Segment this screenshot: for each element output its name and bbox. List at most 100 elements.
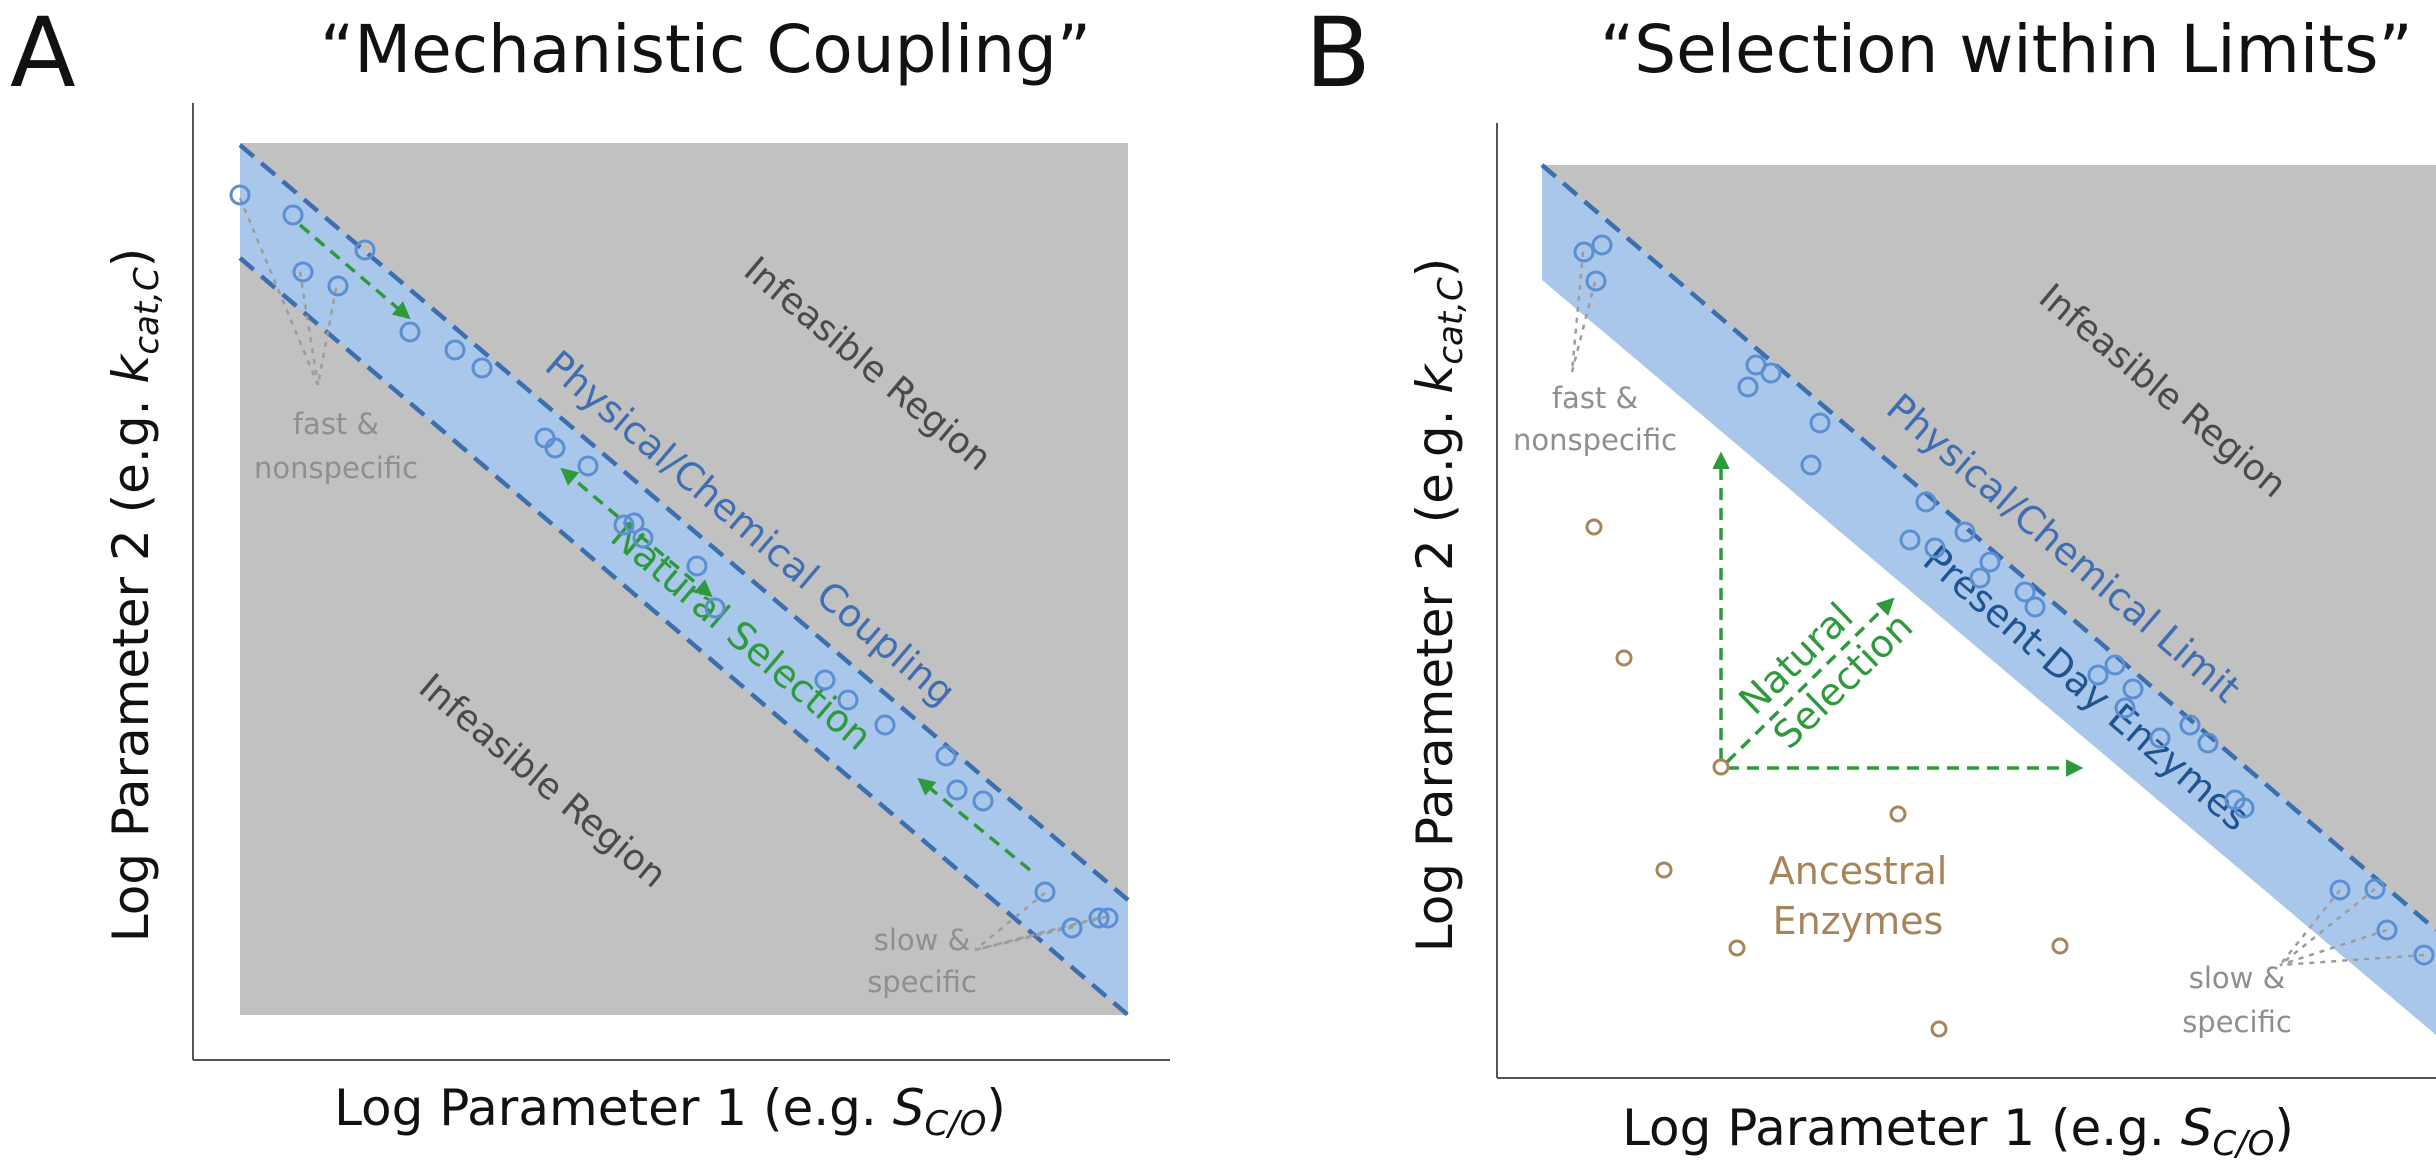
enzyme-point — [1760, 362, 1782, 384]
panel-a-fast-guide-2 — [298, 271, 320, 386]
panel-b-ancestral-label-2: Enzymes — [1773, 899, 1944, 943]
ancestral-point — [1728, 939, 1746, 957]
panel-a-y-axis-label: Log Parameter 2 (e.g. kcat,C) — [102, 248, 167, 943]
panel-b-y-close: ) — [1406, 258, 1464, 278]
panel-b-fast-guide-1 — [1570, 251, 1585, 373]
panel-b-x-close: ) — [2274, 1099, 2294, 1157]
panel-a-fast-guides — [238, 197, 338, 386]
enzyme-point — [354, 239, 376, 261]
enzyme-point — [2197, 732, 2219, 754]
panel-b-x-label-text: Log Parameter 1 (e.g. — [1622, 1099, 2181, 1157]
panel-b-y-var: k — [1406, 363, 1464, 394]
panel-a-y-close: ) — [102, 248, 160, 268]
panel-b-y-label-text: Log Parameter 2 (e.g. — [1406, 394, 1464, 953]
panel-b-title: “Selection within Limits” — [1600, 11, 2413, 88]
enzyme-point — [1924, 537, 1946, 559]
enzyme-point — [946, 779, 968, 801]
enzyme-point — [327, 275, 349, 297]
panel-b-limit-band — [1542, 165, 2436, 1035]
enzyme-point — [1585, 270, 1607, 292]
panel-a-x-var: S — [893, 1079, 925, 1137]
enzyme-point — [1088, 907, 1110, 929]
panel-a-slow-label-2: specific — [867, 965, 977, 999]
enzyme-point — [471, 357, 493, 379]
panel-a-slow-guides — [974, 892, 1107, 952]
enzyme-point — [972, 790, 994, 812]
panel-b-slow-label-1: slow & — [2189, 961, 2285, 995]
enzyme-point — [2233, 797, 2255, 819]
enzyme-point — [1573, 241, 1595, 263]
panel-b-fast-guides — [1570, 251, 1597, 373]
enzyme-point — [2413, 944, 2435, 966]
enzyme-point — [623, 512, 645, 534]
panel-b-slow-guide-4 — [2279, 953, 2425, 967]
ancestral-point — [1712, 758, 1730, 776]
panel-a-y-label-text: Log Parameter 2 (e.g. — [102, 384, 160, 943]
panel-a-title: “Mechanistic Coupling” — [320, 11, 1091, 88]
panel-b-limit-edge — [1540, 163, 2436, 932]
panel-b-y-sub: cat,C — [1431, 277, 1471, 365]
panel-b-fast-guide-2 — [1570, 281, 1597, 373]
enzyme-point — [544, 437, 566, 459]
panel-a-fast-label-1: fast & — [293, 407, 379, 441]
panel-a-x-sub: C/O — [924, 1104, 986, 1144]
enzyme-point — [1061, 917, 1083, 939]
panel-b-present-points — [1573, 234, 2435, 966]
enzyme-point — [2329, 879, 2351, 901]
enzyme-point — [837, 689, 859, 711]
enzyme-point — [2364, 878, 2386, 900]
panel-a-fast-guide-1 — [238, 197, 320, 386]
enzyme-point — [704, 597, 726, 619]
panel-b-fast-label-2: nonspecific — [1513, 423, 1677, 457]
enzyme-point — [2104, 654, 2126, 676]
panel-b: B “Selection within Limits” Log Paramete… — [1305, 0, 2436, 1163]
enzyme-point — [1979, 551, 2001, 573]
panel-b-slow-label-2: specific — [2182, 1005, 2292, 1039]
panel-a-enzyme-points — [229, 184, 1119, 939]
enzyme-point — [1809, 412, 1831, 434]
panel-a-x-axis-label: Log Parameter 1 (e.g. SC/O) — [334, 1079, 1006, 1144]
enzyme-point — [2149, 727, 2171, 749]
enzyme-point — [2376, 919, 2398, 941]
enzyme-point — [444, 339, 466, 361]
panel-a-x-close: ) — [986, 1079, 1006, 1137]
ancestral-point — [1930, 1020, 1948, 1038]
enzyme-point — [1097, 907, 1119, 929]
enzyme-point — [1899, 529, 1921, 551]
enzyme-point — [2024, 596, 2046, 618]
ancestral-point — [1889, 805, 1907, 823]
enzyme-point — [814, 669, 836, 691]
panel-b-slow-guide-1 — [2279, 889, 2341, 966]
panel-a-selection-arrow-2 — [560, 467, 713, 598]
enzyme-point — [935, 745, 957, 767]
enzyme-point — [2179, 714, 2201, 736]
panel-b-slow-guide-3 — [2279, 928, 2388, 967]
panel-b-fast-label-1: fast & — [1552, 381, 1638, 415]
panel-a-selection-arrow-1 — [298, 223, 411, 320]
panel-a-letter: A — [10, 0, 76, 109]
enzyme-point — [613, 514, 635, 536]
panel-a-slow-label-1: slow & — [874, 923, 970, 957]
enzyme-point — [292, 261, 314, 283]
panel-a-y-var: k — [102, 353, 160, 384]
enzyme-point — [686, 555, 708, 577]
panel-b-x-axis-label: Log Parameter 1 (e.g. SC/O) — [1622, 1099, 2294, 1163]
panel-b-slow-guide-2 — [2279, 888, 2376, 966]
panel-b-letter: B — [1305, 0, 1371, 109]
enzyme-point — [1915, 491, 1937, 513]
panel-a: A “Mechanistic Coupling” Log Parameter 2… — [10, 0, 1170, 1144]
ancestral-point — [1615, 649, 1633, 667]
enzyme-point — [577, 455, 599, 477]
enzyme-point — [1954, 521, 1976, 543]
panel-a-slow-guide-1 — [974, 892, 1046, 951]
ancestral-point — [1655, 861, 1673, 879]
panel-b-x-var: S — [2181, 1099, 2213, 1157]
enzyme-point — [229, 184, 251, 206]
panel-b-y-axis-label: Log Parameter 2 (e.g. kcat,C) — [1406, 258, 1471, 953]
ancestral-point — [2051, 937, 2069, 955]
enzyme-point — [1969, 567, 1991, 589]
enzyme-point — [874, 714, 896, 736]
enzyme-point — [1737, 376, 1759, 398]
panel-a-slow-guide-4 — [974, 915, 1107, 952]
